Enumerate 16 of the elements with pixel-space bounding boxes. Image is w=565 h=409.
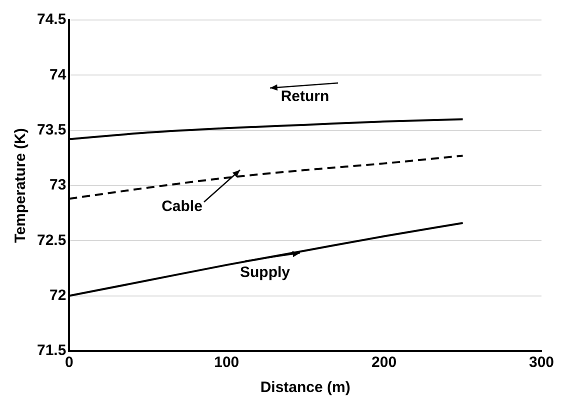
- x-tick-label: 0: [65, 354, 74, 372]
- y-tick-label: 72: [50, 286, 66, 304]
- y-tick-label: 73: [50, 176, 66, 194]
- y-axis-title: Temperature (K): [12, 128, 30, 243]
- annotation: Supply: [240, 264, 291, 282]
- annotation: Return: [280, 88, 330, 106]
- y-tick-label: 74: [50, 66, 67, 84]
- y-tick-label: 72.5: [36, 232, 66, 249]
- x-axis-title: Distance (m): [260, 379, 350, 396]
- y-tick-label: 73.5: [36, 121, 66, 138]
- annotation: Cable: [162, 198, 202, 216]
- x-tick-label: 300: [528, 354, 554, 372]
- y-tick-label: 71.5: [36, 342, 66, 360]
- x-tick-label: 200: [372, 354, 397, 372]
- x-tick-label: 100: [214, 354, 240, 372]
- y-tick-label: 74.5: [36, 11, 66, 28]
